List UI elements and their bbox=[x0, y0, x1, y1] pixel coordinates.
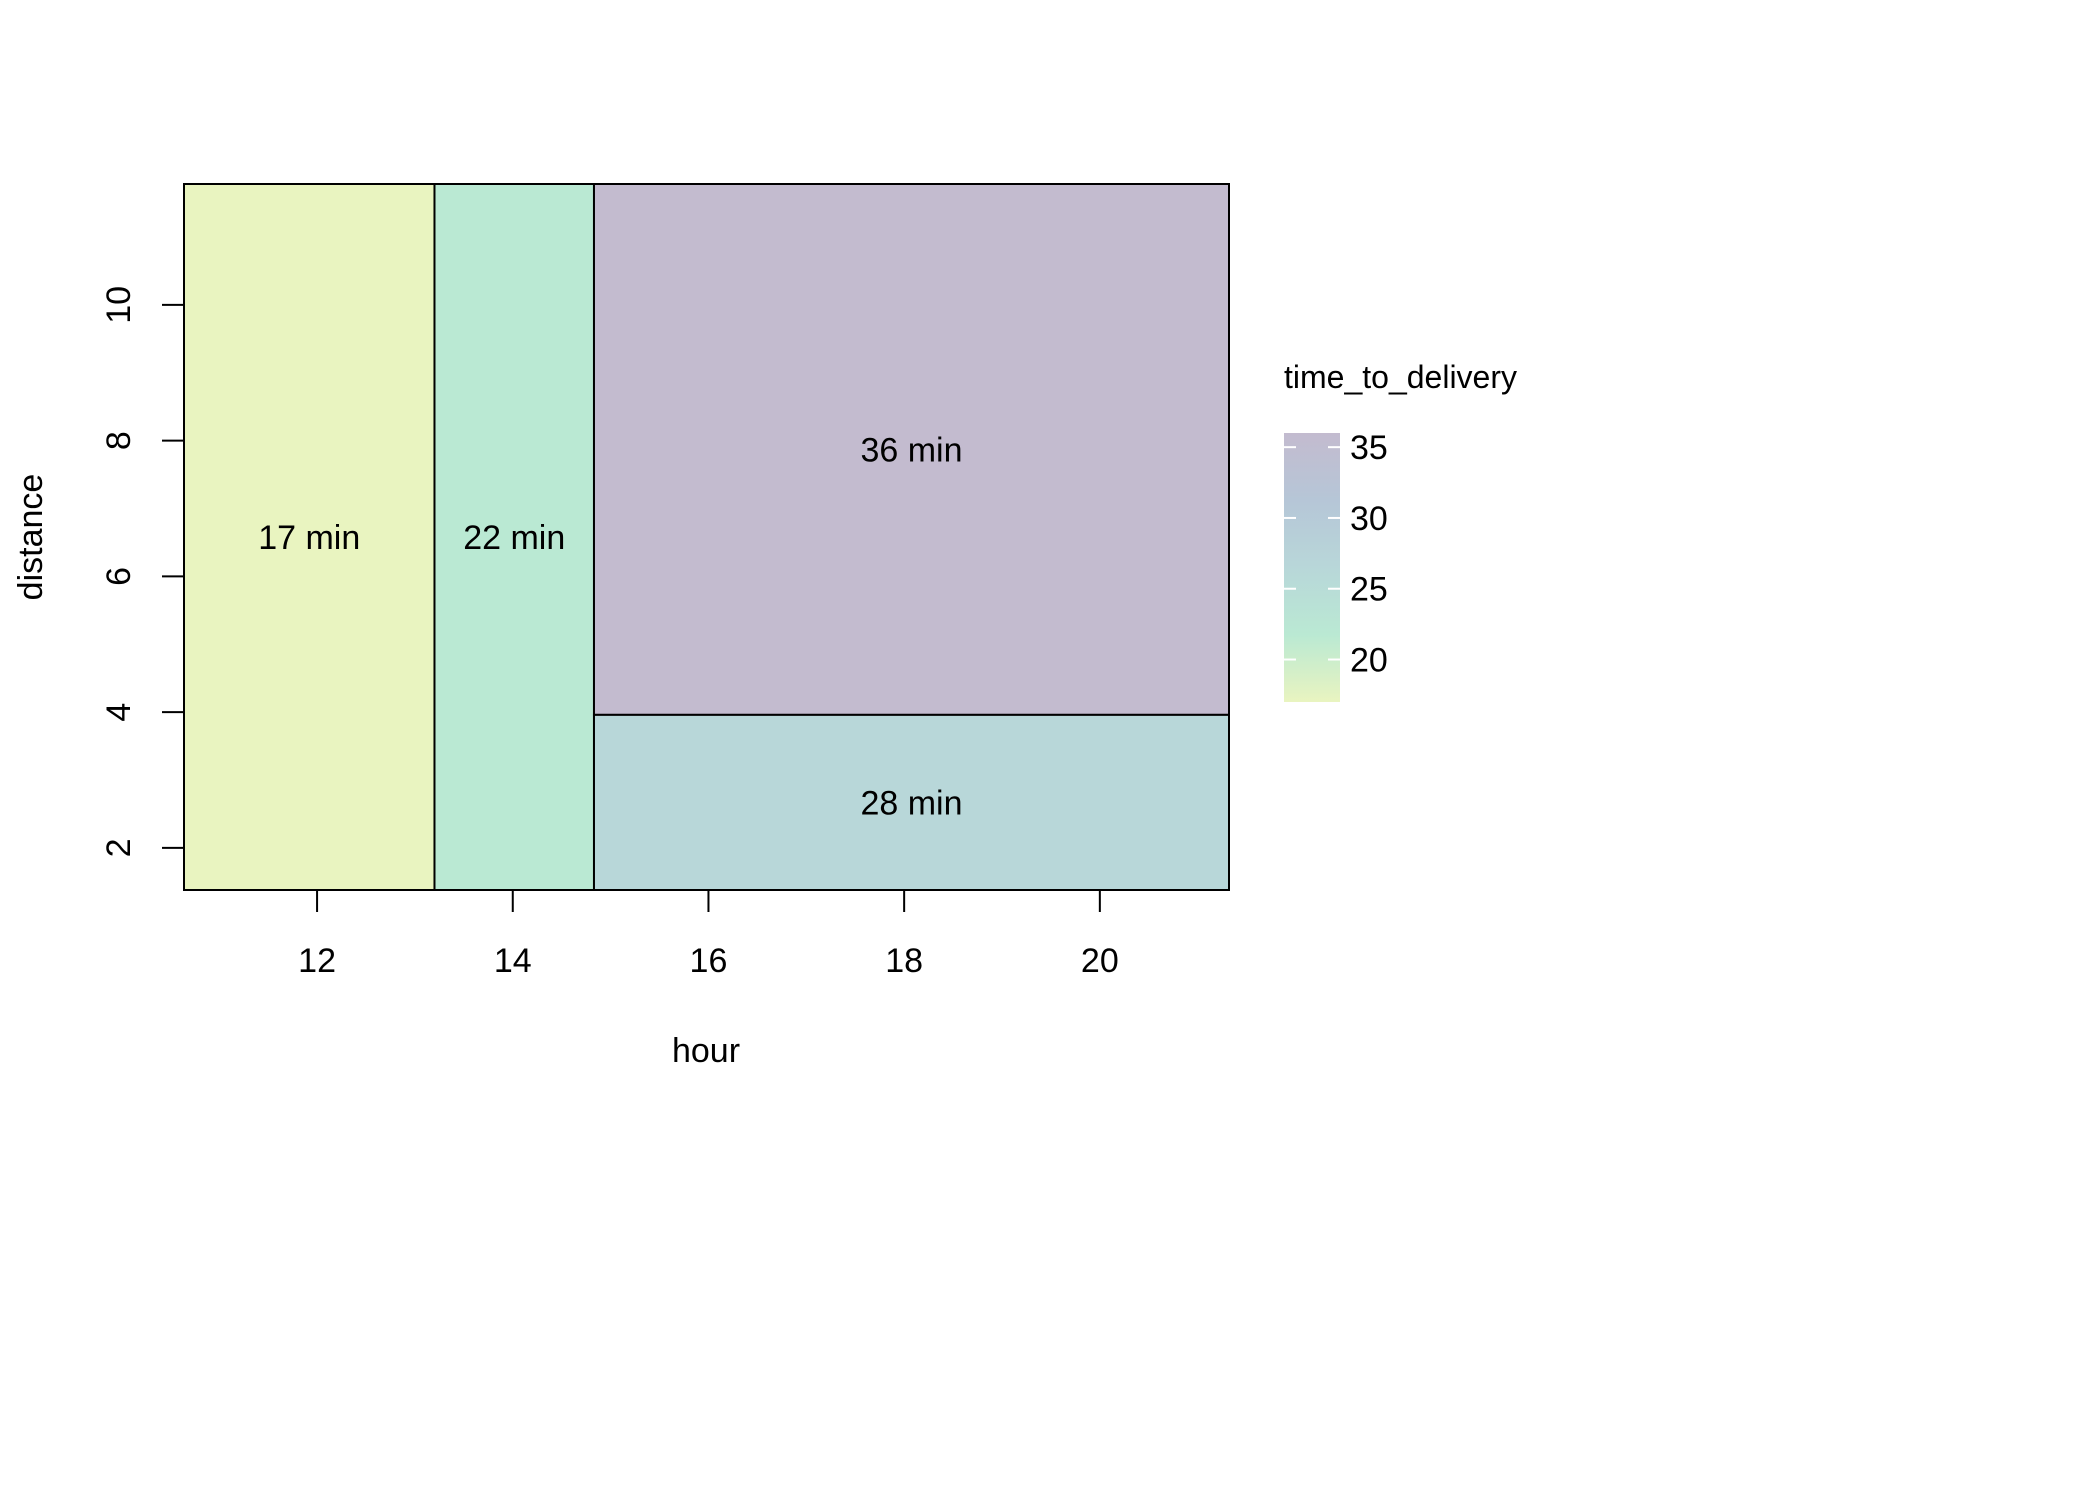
legend-tick-label: 35 bbox=[1350, 429, 1388, 467]
legend-tick-label: 30 bbox=[1350, 500, 1388, 538]
color-legend: time_to_delivery 20 25 30 35 bbox=[1284, 359, 1517, 702]
region-2 bbox=[433, 183, 595, 891]
x-tick-label: 20 bbox=[1081, 942, 1119, 980]
legend-tick-label: 20 bbox=[1350, 642, 1388, 680]
axes: 12 14 16 18 20 2 4 6 8 10 bbox=[100, 183, 1230, 980]
region-label: 28 min bbox=[860, 784, 962, 822]
regions: 17 min 22 min 36 min 28 min bbox=[183, 183, 1230, 891]
region-1 bbox=[183, 183, 436, 891]
x-tick-label: 12 bbox=[298, 942, 336, 980]
y-tick-label: 2 bbox=[100, 838, 138, 857]
region-label: 17 min bbox=[258, 519, 360, 557]
x-tick-label: 14 bbox=[494, 942, 532, 980]
y-tick-label: 4 bbox=[100, 703, 138, 722]
region-4 bbox=[592, 713, 1230, 891]
region-label: 36 min bbox=[860, 431, 962, 469]
region-label: 22 min bbox=[463, 519, 565, 557]
legend-tick-label: 25 bbox=[1350, 571, 1388, 609]
legend-title: time_to_delivery bbox=[1284, 359, 1517, 395]
x-axis-title: hour bbox=[672, 1032, 740, 1070]
x-tick-label: 16 bbox=[690, 942, 728, 980]
x-tick-label: 18 bbox=[885, 942, 923, 980]
y-tick-label: 6 bbox=[100, 567, 138, 586]
plot-frame bbox=[183, 183, 1230, 891]
y-axis-title: distance bbox=[12, 474, 50, 601]
y-tick-label: 10 bbox=[100, 286, 138, 324]
legend-colorbar bbox=[1284, 433, 1340, 702]
y-tick-label: 8 bbox=[100, 431, 138, 450]
